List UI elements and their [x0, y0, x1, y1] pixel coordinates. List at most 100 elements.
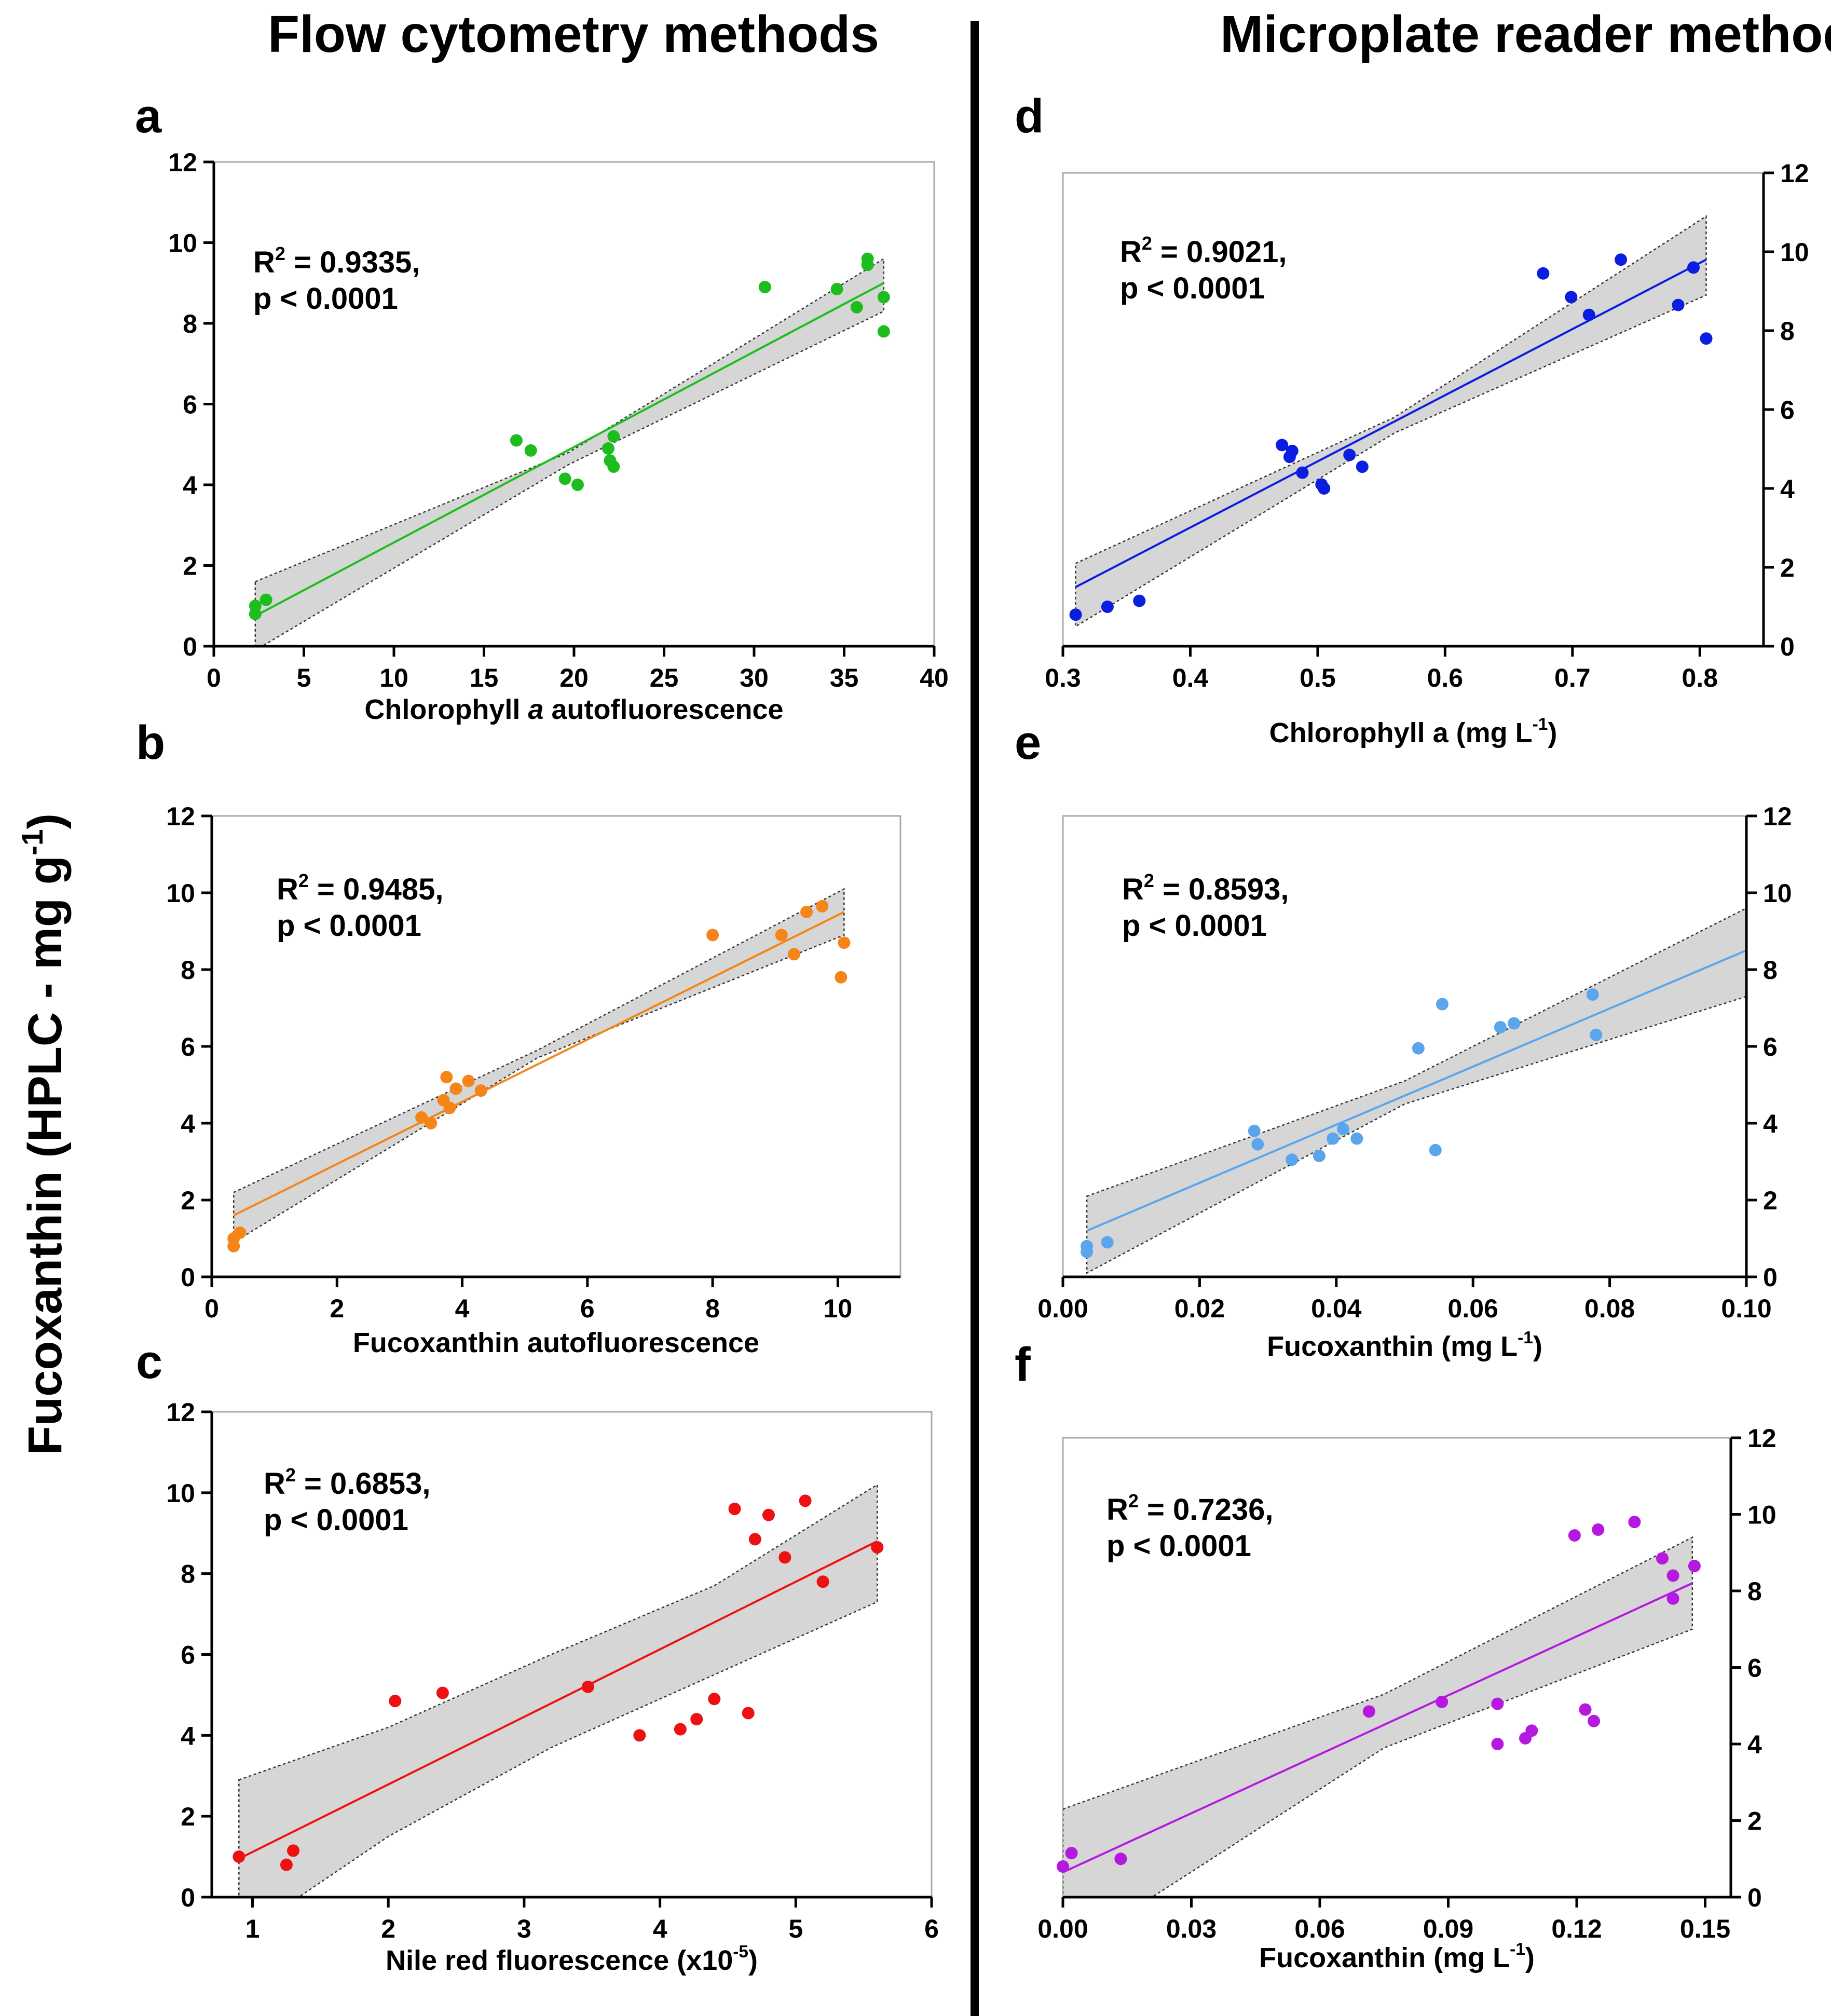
x-label-part-f-0: Fucoxanthin (mg L: [1259, 1942, 1510, 1973]
panel-letter-e: e: [1015, 716, 1041, 769]
x-tick-label-f-3: 0.09: [1423, 1914, 1473, 1943]
x-label-part-d-1: -1: [1533, 715, 1548, 734]
data-point-b-7: [443, 1101, 456, 1114]
x-tick-label-e-1: 0.02: [1174, 1294, 1225, 1323]
x-tick-label-e-0: 0.00: [1037, 1294, 1088, 1323]
x-label-part-b-0: Fucoxanthin autofluorescence: [353, 1327, 759, 1358]
x-label-part-c-0: Nile red fluorescence (x10: [386, 1945, 733, 1976]
data-point-f-12: [1592, 1523, 1605, 1536]
data-point-d-13: [1582, 308, 1595, 321]
data-point-e-6: [1313, 1149, 1326, 1162]
x-tick-label-a-0: 0: [207, 663, 221, 692]
data-point-a-1: [249, 607, 262, 620]
x-label-part-d-2: ): [1548, 717, 1557, 748]
stat-value-a: = 0.9335,: [285, 246, 420, 279]
y-tick-label-f-3: 6: [1747, 1654, 1762, 1683]
y-tick-label-e-2: 4: [1763, 1109, 1778, 1138]
stat-sup-e: 2: [1144, 870, 1154, 891]
x-tick-label-e-4: 0.08: [1584, 1294, 1635, 1323]
y-tick-label-c-1: 2: [181, 1802, 195, 1831]
data-point-a-5: [558, 472, 571, 485]
y-tick-label-b-1: 2: [181, 1186, 195, 1215]
panel-letter-b: b: [136, 716, 165, 769]
x-tick-label-c-3: 4: [653, 1914, 667, 1943]
stat-r2-a: R2 = 0.9335,: [253, 243, 420, 279]
panel-letter-d: d: [1015, 90, 1044, 143]
confidence-band-a: [254, 257, 885, 646]
data-point-a-12: [830, 282, 843, 295]
data-point-f-17: [1688, 1560, 1701, 1573]
stat-sup-c: 2: [285, 1464, 296, 1486]
data-point-d-8: [1318, 482, 1331, 495]
data-point-c-4: [436, 1686, 449, 1699]
data-point-f-2: [1114, 1852, 1127, 1865]
y-tick-label-e-5: 10: [1763, 879, 1792, 908]
y-label-sup: -1: [16, 829, 49, 855]
x-tick-label-a-8: 40: [920, 663, 949, 692]
x-tick-label-f-4: 0.12: [1551, 1914, 1602, 1943]
data-point-d-1: [1101, 601, 1114, 613]
x-axis-label-c: Nile red fluorescence (x10-5): [386, 1942, 758, 1976]
stat-r-b: R: [277, 873, 298, 906]
y-tick-label-b-4: 8: [181, 956, 195, 985]
x-tick-label-d-5: 0.8: [1682, 663, 1718, 692]
x-tick-label-b-3: 6: [580, 1294, 595, 1323]
stat-p-e: p < 0.0001: [1122, 909, 1267, 943]
y-tick-label-f-5: 10: [1747, 1501, 1777, 1530]
data-point-b-1: [227, 1239, 240, 1252]
y-tick-label-f-2: 4: [1747, 1730, 1762, 1759]
data-point-f-8: [1525, 1724, 1538, 1737]
stat-value-c: = 0.6853,: [296, 1467, 431, 1501]
data-point-c-15: [799, 1494, 812, 1507]
stat-value-f: = 0.7236,: [1139, 1493, 1274, 1527]
y-tick-label-b-3: 6: [181, 1032, 195, 1061]
data-point-f-13: [1628, 1516, 1641, 1529]
data-point-c-13: [762, 1508, 775, 1521]
data-point-c-6: [633, 1729, 646, 1742]
x-tick-label-c-5: 6: [924, 1914, 939, 1943]
x-tick-label-d-1: 0.4: [1172, 663, 1209, 692]
confidence-band-c: [238, 1483, 878, 1897]
y-tick-label-d-4: 8: [1780, 317, 1795, 346]
stat-r2-d: R2 = 0.9021,: [1120, 233, 1287, 269]
y-tick-label-a-3: 6: [183, 390, 197, 419]
data-point-c-0: [233, 1850, 245, 1863]
stat-sup-b: 2: [298, 870, 309, 891]
x-tick-label-e-2: 0.04: [1311, 1294, 1362, 1323]
x-tick-label-e-3: 0.06: [1448, 1294, 1498, 1323]
data-point-f-14: [1656, 1552, 1669, 1565]
x-label-part-e-0: Fucoxanthin (mg L: [1267, 1331, 1518, 1362]
x-tick-label-a-6: 30: [740, 663, 769, 692]
data-point-c-3: [389, 1695, 402, 1708]
y-tick-label-f-0: 0: [1747, 1883, 1762, 1912]
x-axis-label-a: Chlorophyll a autofluorescence: [364, 694, 783, 725]
data-point-b-9: [462, 1074, 475, 1087]
panel-letter-f: f: [1015, 1338, 1031, 1391]
y-tick-label-a-1: 2: [183, 552, 197, 581]
data-point-c-5: [581, 1680, 594, 1693]
data-point-c-12: [748, 1533, 761, 1546]
data-point-b-10: [474, 1084, 487, 1097]
data-point-c-11: [742, 1707, 755, 1720]
data-point-e-3: [1248, 1124, 1261, 1137]
stat-p-f: p < 0.0001: [1106, 1529, 1251, 1563]
data-point-b-16: [838, 936, 851, 949]
y-tick-label-e-3: 6: [1763, 1032, 1778, 1061]
data-point-a-11: [758, 281, 771, 294]
stat-r-a: R: [253, 246, 275, 279]
data-point-b-6: [440, 1071, 453, 1084]
x-tick-label-a-1: 5: [297, 663, 311, 692]
data-point-b-13: [787, 948, 800, 961]
stat-r-e: R: [1122, 873, 1144, 906]
data-point-e-8: [1336, 1123, 1349, 1136]
y-tick-label-b-5: 10: [166, 879, 195, 908]
y-tick-label-a-4: 8: [183, 309, 197, 338]
stat-r2-b: R2 = 0.9485,: [277, 870, 444, 906]
y-label-main: Fucoxanthin (HPLC - mg g: [19, 855, 72, 1455]
stat-r2-e: R2 = 0.8593,: [1122, 870, 1289, 906]
data-point-c-16: [816, 1575, 829, 1588]
data-point-c-2: [287, 1844, 300, 1857]
x-tick-label-c-0: 1: [245, 1914, 260, 1943]
